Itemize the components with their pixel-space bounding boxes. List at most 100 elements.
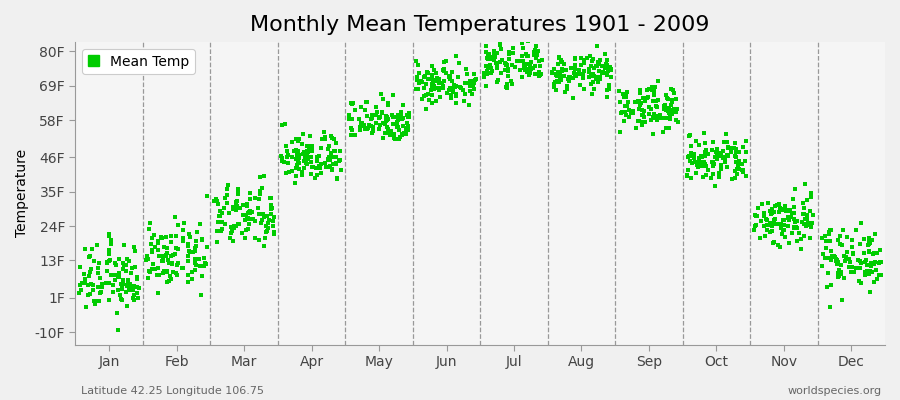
Point (395, 116, 410, 122)
Point (151, 247, 166, 253)
Point (110, 272, 124, 278)
Point (568, 72, 582, 79)
Point (233, 205, 248, 212)
Point (124, 265, 139, 271)
Point (364, 116, 378, 122)
Point (226, 206, 240, 212)
Point (379, 117, 393, 123)
Point (824, 282, 839, 288)
Y-axis label: Temperature: Temperature (15, 149, 29, 238)
Point (691, 142, 706, 148)
Point (500, 81, 515, 87)
Point (386, 121, 400, 127)
Point (790, 225, 805, 232)
Point (400, 123, 415, 130)
Point (787, 204, 801, 210)
Point (464, 82, 478, 88)
Point (761, 200, 776, 206)
Point (212, 208, 227, 214)
Point (417, 85, 431, 92)
Point (487, 57, 501, 63)
Point (795, 219, 809, 226)
Point (442, 74, 456, 80)
Point (846, 250, 860, 256)
Point (87, 301, 102, 307)
Point (122, 258, 136, 264)
Point (590, 78, 605, 85)
Point (248, 235, 263, 241)
Point (554, 76, 568, 83)
Point (584, 58, 598, 64)
Point (458, 66, 473, 73)
Point (730, 166, 744, 172)
Point (87, 298, 102, 304)
Point (289, 173, 303, 179)
Point (166, 268, 180, 275)
Point (183, 249, 197, 255)
Point (479, 82, 493, 89)
Point (279, 142, 293, 149)
Point (385, 114, 400, 120)
Point (82, 273, 96, 280)
Point (92, 298, 106, 304)
Point (381, 100, 395, 107)
Point (112, 256, 126, 262)
Point (552, 54, 566, 60)
Point (824, 304, 838, 310)
Point (432, 80, 446, 86)
Point (845, 251, 859, 257)
Point (112, 291, 127, 298)
Point (126, 286, 140, 293)
Point (242, 209, 256, 216)
Point (728, 152, 742, 159)
Point (768, 221, 782, 228)
Point (689, 159, 704, 166)
Point (638, 98, 652, 104)
Point (106, 288, 121, 295)
Point (873, 246, 887, 253)
Point (584, 91, 598, 98)
Point (729, 146, 743, 152)
Point (738, 173, 752, 180)
Point (735, 161, 750, 167)
Point (329, 175, 344, 182)
Point (295, 141, 310, 147)
Point (266, 229, 281, 235)
Point (830, 261, 844, 267)
Point (345, 126, 359, 133)
Point (732, 158, 746, 164)
Point (522, 60, 536, 67)
Point (427, 86, 441, 92)
Point (413, 78, 428, 84)
Point (449, 99, 464, 106)
Point (567, 70, 581, 76)
Point (91, 269, 105, 276)
Point (491, 77, 505, 84)
Point (104, 237, 118, 244)
Point (479, 62, 493, 69)
Point (314, 136, 328, 142)
Point (222, 210, 237, 216)
Point (834, 242, 849, 248)
Point (767, 238, 781, 245)
Point (840, 234, 854, 240)
Point (819, 238, 833, 244)
Point (418, 81, 433, 88)
Point (260, 213, 274, 219)
Point (102, 231, 116, 238)
Point (799, 223, 814, 230)
Point (224, 230, 238, 236)
Point (718, 159, 733, 165)
Point (128, 248, 142, 254)
Point (821, 270, 835, 276)
Point (189, 243, 203, 250)
Point (304, 164, 319, 170)
Point (804, 190, 818, 196)
Point (112, 274, 126, 280)
Point (364, 130, 379, 136)
Point (522, 71, 536, 78)
Point (388, 135, 402, 142)
Point (228, 223, 242, 230)
Point (573, 82, 588, 88)
Point (156, 258, 170, 264)
